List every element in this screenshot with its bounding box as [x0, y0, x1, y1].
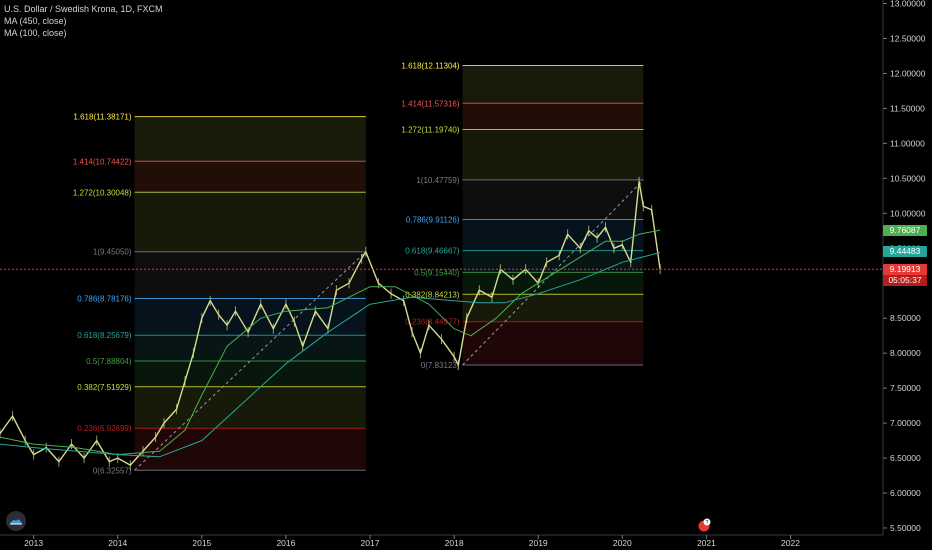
- y-tick-label-14: 12.50000: [890, 33, 926, 43]
- tradingview-logo-icon[interactable]: [6, 511, 26, 531]
- fib-zone-0-5: [134, 251, 366, 299]
- fib-zone-0-8: [134, 116, 366, 162]
- fib-zone-0-7: [134, 161, 366, 193]
- fib-zone-0-1: [134, 386, 366, 429]
- symbol-title[interactable]: U.S. Dollar / Swedish Krona, 1D, FXCM: [4, 4, 163, 14]
- fib-trend-line-1: [462, 179, 644, 366]
- x-tick-label-3: 2016: [276, 538, 295, 548]
- fib-zone-1-1: [462, 294, 644, 322]
- fib-level-label-1-2: 0.382(8.84213): [405, 290, 460, 299]
- fib-level-label-0-3: 0.5(7.88804): [86, 357, 132, 366]
- y-tick-label-0: 5.50000: [890, 523, 921, 533]
- fib-level-label-0-7: 1.272(10.30048): [73, 188, 132, 197]
- ma-100-price-tag: 9.76087: [883, 225, 927, 236]
- event-marker-icon[interactable]: ?: [697, 518, 711, 532]
- y-tick-label-11: 11.00000: [890, 138, 925, 148]
- fib-level-label-1-5: 0.786(9.91126): [406, 216, 460, 225]
- ma-450-label[interactable]: MA (450, close): [4, 16, 67, 26]
- fib-level-label-0-4: 0.618(8.25679): [77, 331, 132, 340]
- x-tick-label-5: 2018: [445, 538, 464, 548]
- fib-level-label-1-3: 0.5(9.15440): [414, 268, 460, 277]
- fib-level-label-1-9: 1.618(12.11304): [401, 62, 459, 71]
- y-tick-label-2: 6.50000: [890, 453, 921, 463]
- y-tick-label-9: 10.00000: [890, 208, 926, 218]
- fib-zone-1-5: [462, 179, 644, 220]
- fib-level-label-0-8: 1.414(10.74422): [73, 157, 132, 166]
- fib-zone-1-0: [462, 321, 644, 365]
- x-tick-label-1: 2014: [108, 538, 127, 548]
- fib-zone-0-0: [134, 428, 366, 471]
- fib-zone-1-4: [462, 219, 644, 251]
- y-tick-label-6: 8.50000: [890, 313, 921, 323]
- ma-100-label[interactable]: MA (100, close): [4, 28, 67, 38]
- fib-zone-1-3: [462, 250, 644, 273]
- svg-text:?: ?: [706, 520, 709, 526]
- x-tick-label-0: 2013: [24, 538, 43, 548]
- fib-level-label-0-1: 0.236(6.92699): [77, 424, 132, 433]
- fib-level-label-0-0: 0(6.32557): [93, 466, 132, 475]
- fib-zone-0-2: [134, 360, 366, 387]
- x-tick-label-2: 2015: [192, 538, 211, 548]
- fib-zone-0-3: [134, 335, 366, 361]
- last-price-tag: 9.19913: [883, 264, 927, 275]
- y-tick-label-4: 7.50000: [890, 383, 921, 393]
- fib-zone-1-7: [462, 103, 644, 130]
- fib-level-label-1-0: 0(7.83123): [421, 361, 460, 370]
- y-tick-label-1: 6.00000: [890, 488, 921, 498]
- fib-zone-1-6: [462, 129, 644, 180]
- x-tick-label-8: 2021: [697, 538, 716, 548]
- fib-zone-1-2: [462, 272, 644, 295]
- y-tick-label-3: 7.00000: [890, 418, 921, 428]
- y-tick-label-10: 10.50000: [890, 173, 926, 183]
- fib-level-label-0-5: 0.786(8.78176): [77, 294, 132, 303]
- fib-level-label-0-2: 0.382(7.51929): [77, 383, 132, 392]
- ma-100-series: [0, 229, 661, 456]
- legend: U.S. Dollar / Swedish Krona, 1D, FXCM MA…: [4, 3, 163, 39]
- fib-level-label-0-6: 1(9.45050): [93, 248, 132, 257]
- y-tick-label-15: 13.00000: [890, 0, 926, 8]
- fib-trend-line-0: [134, 251, 367, 471]
- fib-zone-0-6: [134, 192, 366, 252]
- ma-450-series: [0, 252, 661, 458]
- ma-450-price-tag: 9.44483: [883, 246, 927, 257]
- x-tick-label-9: 2022: [781, 538, 800, 548]
- fib-level-label-1-6: 1(10.47759): [416, 176, 459, 185]
- x-tick-label-6: 2019: [529, 538, 548, 548]
- y-tick-label-13: 12.00000: [890, 68, 926, 78]
- bar-countdown-tag: 05:05:37: [883, 275, 927, 286]
- fib-level-label-1-7: 1.272(11.19740): [401, 126, 459, 135]
- fib-zone-1-8: [462, 65, 644, 104]
- y-tick-label-12: 11.50000: [890, 103, 925, 113]
- fib-level-label-0-9: 1.618(11.38171): [73, 113, 131, 122]
- fib-level-label-1-4: 0.618(9.46667): [405, 247, 460, 256]
- fib-level-label-1-8: 1.414(11.57316): [401, 99, 459, 108]
- x-tick-label-4: 2017: [361, 538, 380, 548]
- x-tick-label-7: 2020: [613, 538, 632, 548]
- fib-level-label-1-1: 0.236(8.44977): [405, 318, 460, 327]
- y-tick-label-5: 8.00000: [890, 348, 921, 358]
